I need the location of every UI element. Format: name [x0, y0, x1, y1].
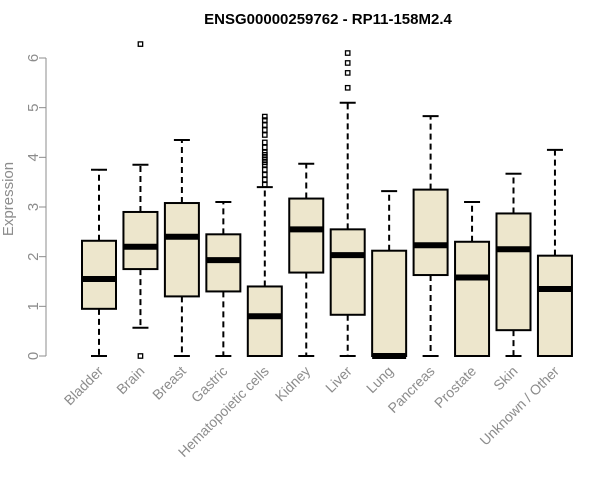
y-tick-label: 0 — [25, 352, 42, 360]
outlier-point — [344, 84, 351, 91]
box-10 — [454, 201, 491, 357]
iqr-box — [412, 188, 449, 277]
x-tick-label: Bladder — [61, 363, 107, 409]
x-tick-label: Brain — [113, 363, 147, 397]
y-axis-ticks: 0 1 2 3 4 5 6 — [25, 54, 46, 360]
outlier-point — [261, 139, 268, 146]
box-2 — [122, 41, 159, 359]
y-tick-label: 6 — [25, 54, 42, 62]
outlier-point — [344, 60, 351, 66]
box-6 — [288, 162, 325, 357]
iqr-box — [329, 228, 366, 316]
x-tick-label: Unknown / Other — [476, 363, 562, 449]
outlier-point — [261, 132, 268, 138]
iqr-box — [81, 239, 117, 310]
box-3 — [163, 138, 200, 357]
outlier-point — [344, 70, 351, 76]
box-11 — [495, 172, 532, 357]
outlier-point — [261, 113, 268, 120]
box-9 — [412, 115, 449, 357]
iqr-box — [536, 254, 573, 358]
box-5 — [246, 113, 283, 358]
iqr-box — [454, 240, 491, 357]
box-1 — [81, 168, 117, 357]
outlier-point — [261, 171, 268, 178]
box-7 — [329, 50, 366, 357]
outlier-point — [261, 144, 268, 151]
y-tick-label: 5 — [25, 103, 42, 111]
outlier-point — [261, 122, 268, 128]
y-tick-label: 3 — [25, 203, 42, 211]
x-tick-label: Liver — [322, 363, 355, 396]
iqr-box — [288, 197, 325, 274]
outlier-point — [261, 127, 268, 133]
x-tick-label: Kidney — [272, 363, 314, 405]
x-tick-label: Lung — [363, 363, 396, 396]
outlier-point — [137, 41, 144, 47]
box-4 — [205, 201, 242, 357]
iqr-box — [246, 285, 283, 358]
iqr-box — [495, 212, 532, 332]
outlier-point — [344, 50, 351, 56]
y-tick-label: 4 — [25, 153, 42, 161]
iqr-box — [122, 210, 159, 271]
box-8 — [371, 190, 408, 359]
y-tick-label: 1 — [25, 302, 42, 310]
y-tick-label: 2 — [25, 252, 42, 260]
x-tick-label: Prostate — [431, 363, 479, 411]
boxes-group — [81, 41, 573, 359]
outlier-point — [137, 353, 144, 359]
y-axis-label: Expression — [0, 162, 17, 236]
outlier-point — [261, 166, 268, 173]
iqr-box — [163, 202, 200, 298]
outlier-point — [261, 117, 268, 123]
iqr-box — [371, 249, 408, 357]
box-12 — [536, 148, 573, 358]
chart-title: ENSG00000259762 - RP11-158M2.4 — [204, 11, 452, 28]
x-tick-label: Skin — [490, 363, 521, 394]
outlier-point — [261, 176, 268, 183]
x-tick-label: Breast — [149, 363, 189, 403]
